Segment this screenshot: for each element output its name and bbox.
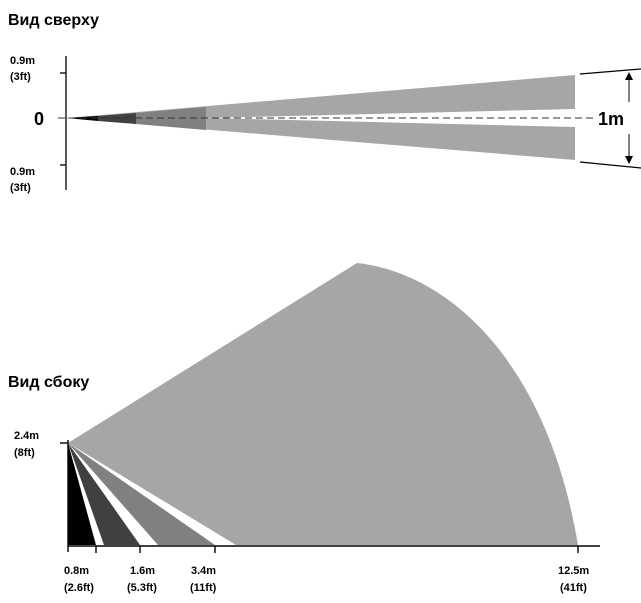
distance-label-3: 3.4m: [191, 565, 216, 577]
top-view-upper-label: 0.9m: [10, 55, 35, 67]
side-view-title: Вид сбоку: [8, 374, 89, 391]
distance-label-1-ft: (2.6ft): [64, 582, 94, 594]
top-view-title: Вид сверху: [8, 12, 99, 29]
top-view-lower-label-ft: (3ft): [10, 182, 31, 194]
distance-label-4-ft: (41ft): [560, 582, 587, 594]
top-view-center-label: 0: [34, 109, 44, 129]
side-view-height-label: 2.4m: [14, 430, 39, 442]
top-beam-lower-closest: [66, 118, 98, 121]
distance-label-2: 1.6m: [130, 565, 155, 577]
top-beam-lower-mid: [136, 118, 206, 130]
width-extension-upper: [579, 68, 641, 75]
width-arrowhead-lower: [625, 156, 633, 164]
top-beam-upper-far: [66, 75, 575, 118]
width-arrowhead-upper: [625, 72, 633, 80]
width-label: 1m: [598, 109, 624, 129]
distance-label-4: 12.5m: [558, 565, 589, 577]
side-view-height-label-ft: (8ft): [14, 447, 35, 459]
distance-label-1: 0.8m: [64, 565, 89, 577]
top-beam-upper-near: [98, 113, 136, 118]
side-beam-closest: [68, 443, 96, 545]
top-view-upper-label-ft: (3ft): [10, 71, 31, 83]
top-view-lower-label: 0.9m: [10, 166, 35, 178]
side-beam-far: [68, 263, 578, 545]
side-beam-mid: [68, 443, 215, 545]
side-beam-near: [68, 443, 140, 545]
distance-label-3-ft: (11ft): [190, 582, 217, 594]
top-beam-lower-near: [98, 118, 136, 124]
width-extension-lower: [579, 161, 641, 169]
top-beam-upper-mid: [136, 107, 206, 118]
width-label-bg: [595, 106, 641, 130]
distance-label-2-ft: (5.3ft): [127, 582, 157, 594]
